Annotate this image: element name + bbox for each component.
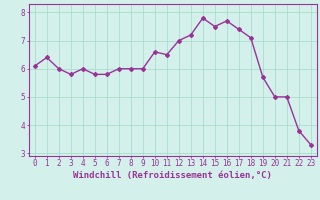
X-axis label: Windchill (Refroidissement éolien,°C): Windchill (Refroidissement éolien,°C) xyxy=(73,171,272,180)
